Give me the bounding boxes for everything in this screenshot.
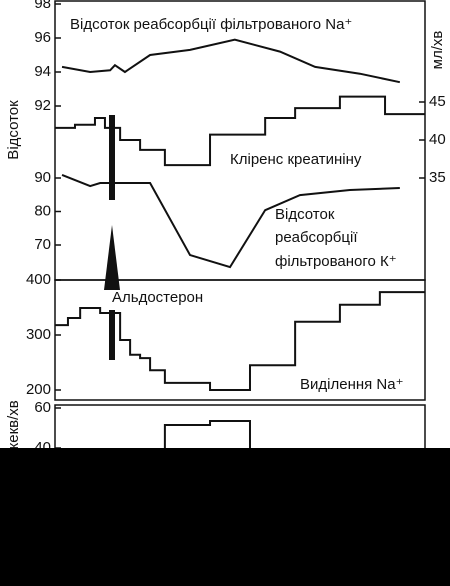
marker-label: Альдостерон	[112, 289, 203, 306]
data-line	[55, 291, 425, 391]
y2-tick-label: 35	[429, 169, 446, 186]
aldosterone-spike	[104, 225, 120, 290]
y-tick-label: 96	[34, 29, 51, 46]
y2-tick-label: 45	[429, 93, 446, 110]
data-line	[61, 174, 400, 269]
aldosterone-bar	[109, 310, 115, 360]
y-tick-label: 70	[34, 236, 51, 253]
axis-label: мкекв/хв	[5, 400, 22, 460]
aldosterone-bar	[109, 115, 115, 200]
y-tick-label: 60	[34, 399, 51, 416]
y-tick-label: 300	[26, 326, 51, 343]
annotation: фільтрованого К⁺	[275, 253, 397, 270]
annotation: реабсорбції	[275, 229, 358, 246]
y-tick-label: 90	[34, 169, 51, 186]
y-tick-label: 98	[34, 0, 51, 12]
annotation: Кліренс креатиніну	[230, 151, 362, 168]
data-line	[163, 420, 251, 448]
black-area	[0, 448, 450, 586]
panel-frame	[54, 279, 426, 401]
data-line	[61, 38, 401, 84]
annotation: Відсоток реабсорбції фільтрованого Na⁺	[70, 16, 352, 33]
axis-label: мл/хв	[429, 31, 446, 70]
y-tick-label: 80	[34, 202, 51, 219]
annotation: Відсоток	[275, 206, 335, 223]
axis-label: Відсоток	[5, 100, 22, 160]
y-tick-label: 200	[26, 381, 51, 398]
y-tick-label: 400	[26, 271, 51, 288]
y-tick-label: 94	[34, 63, 51, 80]
data-line	[55, 95, 425, 167]
annotation: Виділення Na⁺	[300, 376, 404, 393]
y-tick-label: 92	[34, 97, 51, 114]
y2-tick-label: 40	[429, 131, 446, 148]
